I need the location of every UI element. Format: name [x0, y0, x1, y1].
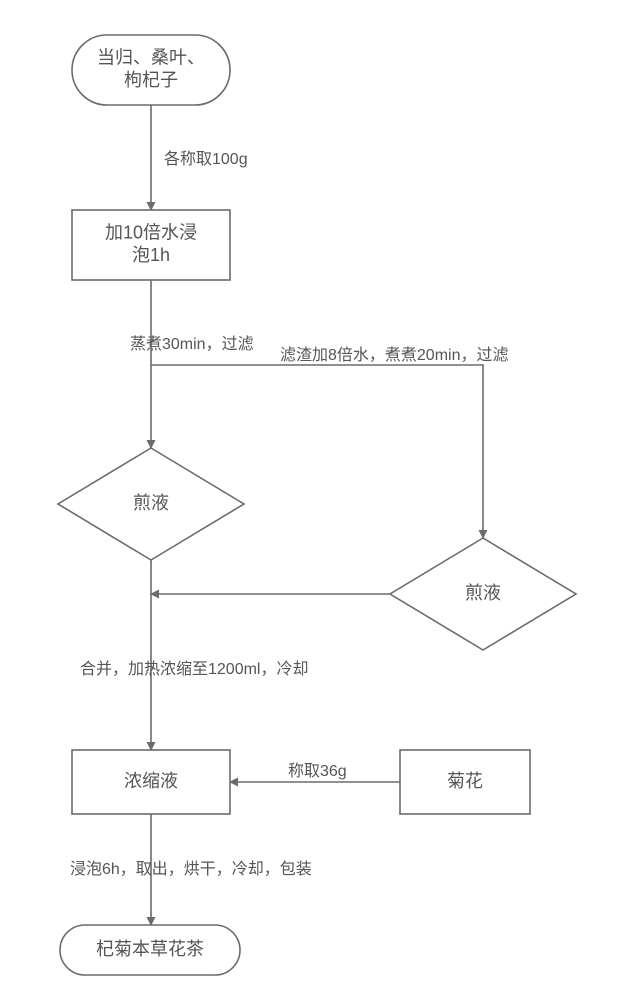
node-dec1: 煎液 [58, 448, 244, 560]
node-label: 菊花 [447, 771, 483, 791]
edge-label: 浸泡6h，取出，烘干，冷却，包装 [70, 860, 312, 878]
node-soak: 加10倍水浸泡1h [72, 210, 230, 280]
node-label: 煎液 [465, 583, 501, 603]
flowchart-canvas: 各称取100g 蒸煮30min，过滤滤渣加8倍水，煮煮20min，过滤合并，加热浓… [0, 0, 623, 1000]
edge-label: 各称取100g [164, 150, 248, 168]
node-start: 当归、桑叶、枸杞子 [72, 35, 230, 105]
node-label: 加10倍水浸 [105, 223, 197, 243]
node-conc: 浓缩液 [72, 750, 230, 814]
node-label: 浓缩液 [124, 771, 178, 791]
node-label: 煎液 [133, 493, 169, 513]
node-label: 枸杞子 [124, 70, 178, 90]
node-chry: 菊花 [400, 750, 530, 814]
edge-label: 称取36g [288, 762, 347, 780]
node-end: 杞菊本草花茶 [60, 925, 240, 975]
node-label: 杞菊本草花茶 [96, 939, 204, 959]
edge-label: 蒸煮30min，过滤 [130, 335, 254, 353]
node-label: 泡1h [132, 245, 170, 265]
node-dec2: 煎液 [390, 538, 576, 650]
node-label: 当归、桑叶、 [97, 48, 205, 68]
edge-label: 合并，加热浓缩至1200ml，冷却 [80, 660, 308, 678]
edge-label: 滤渣加8倍水，煮煮20min，过滤 [280, 346, 508, 364]
